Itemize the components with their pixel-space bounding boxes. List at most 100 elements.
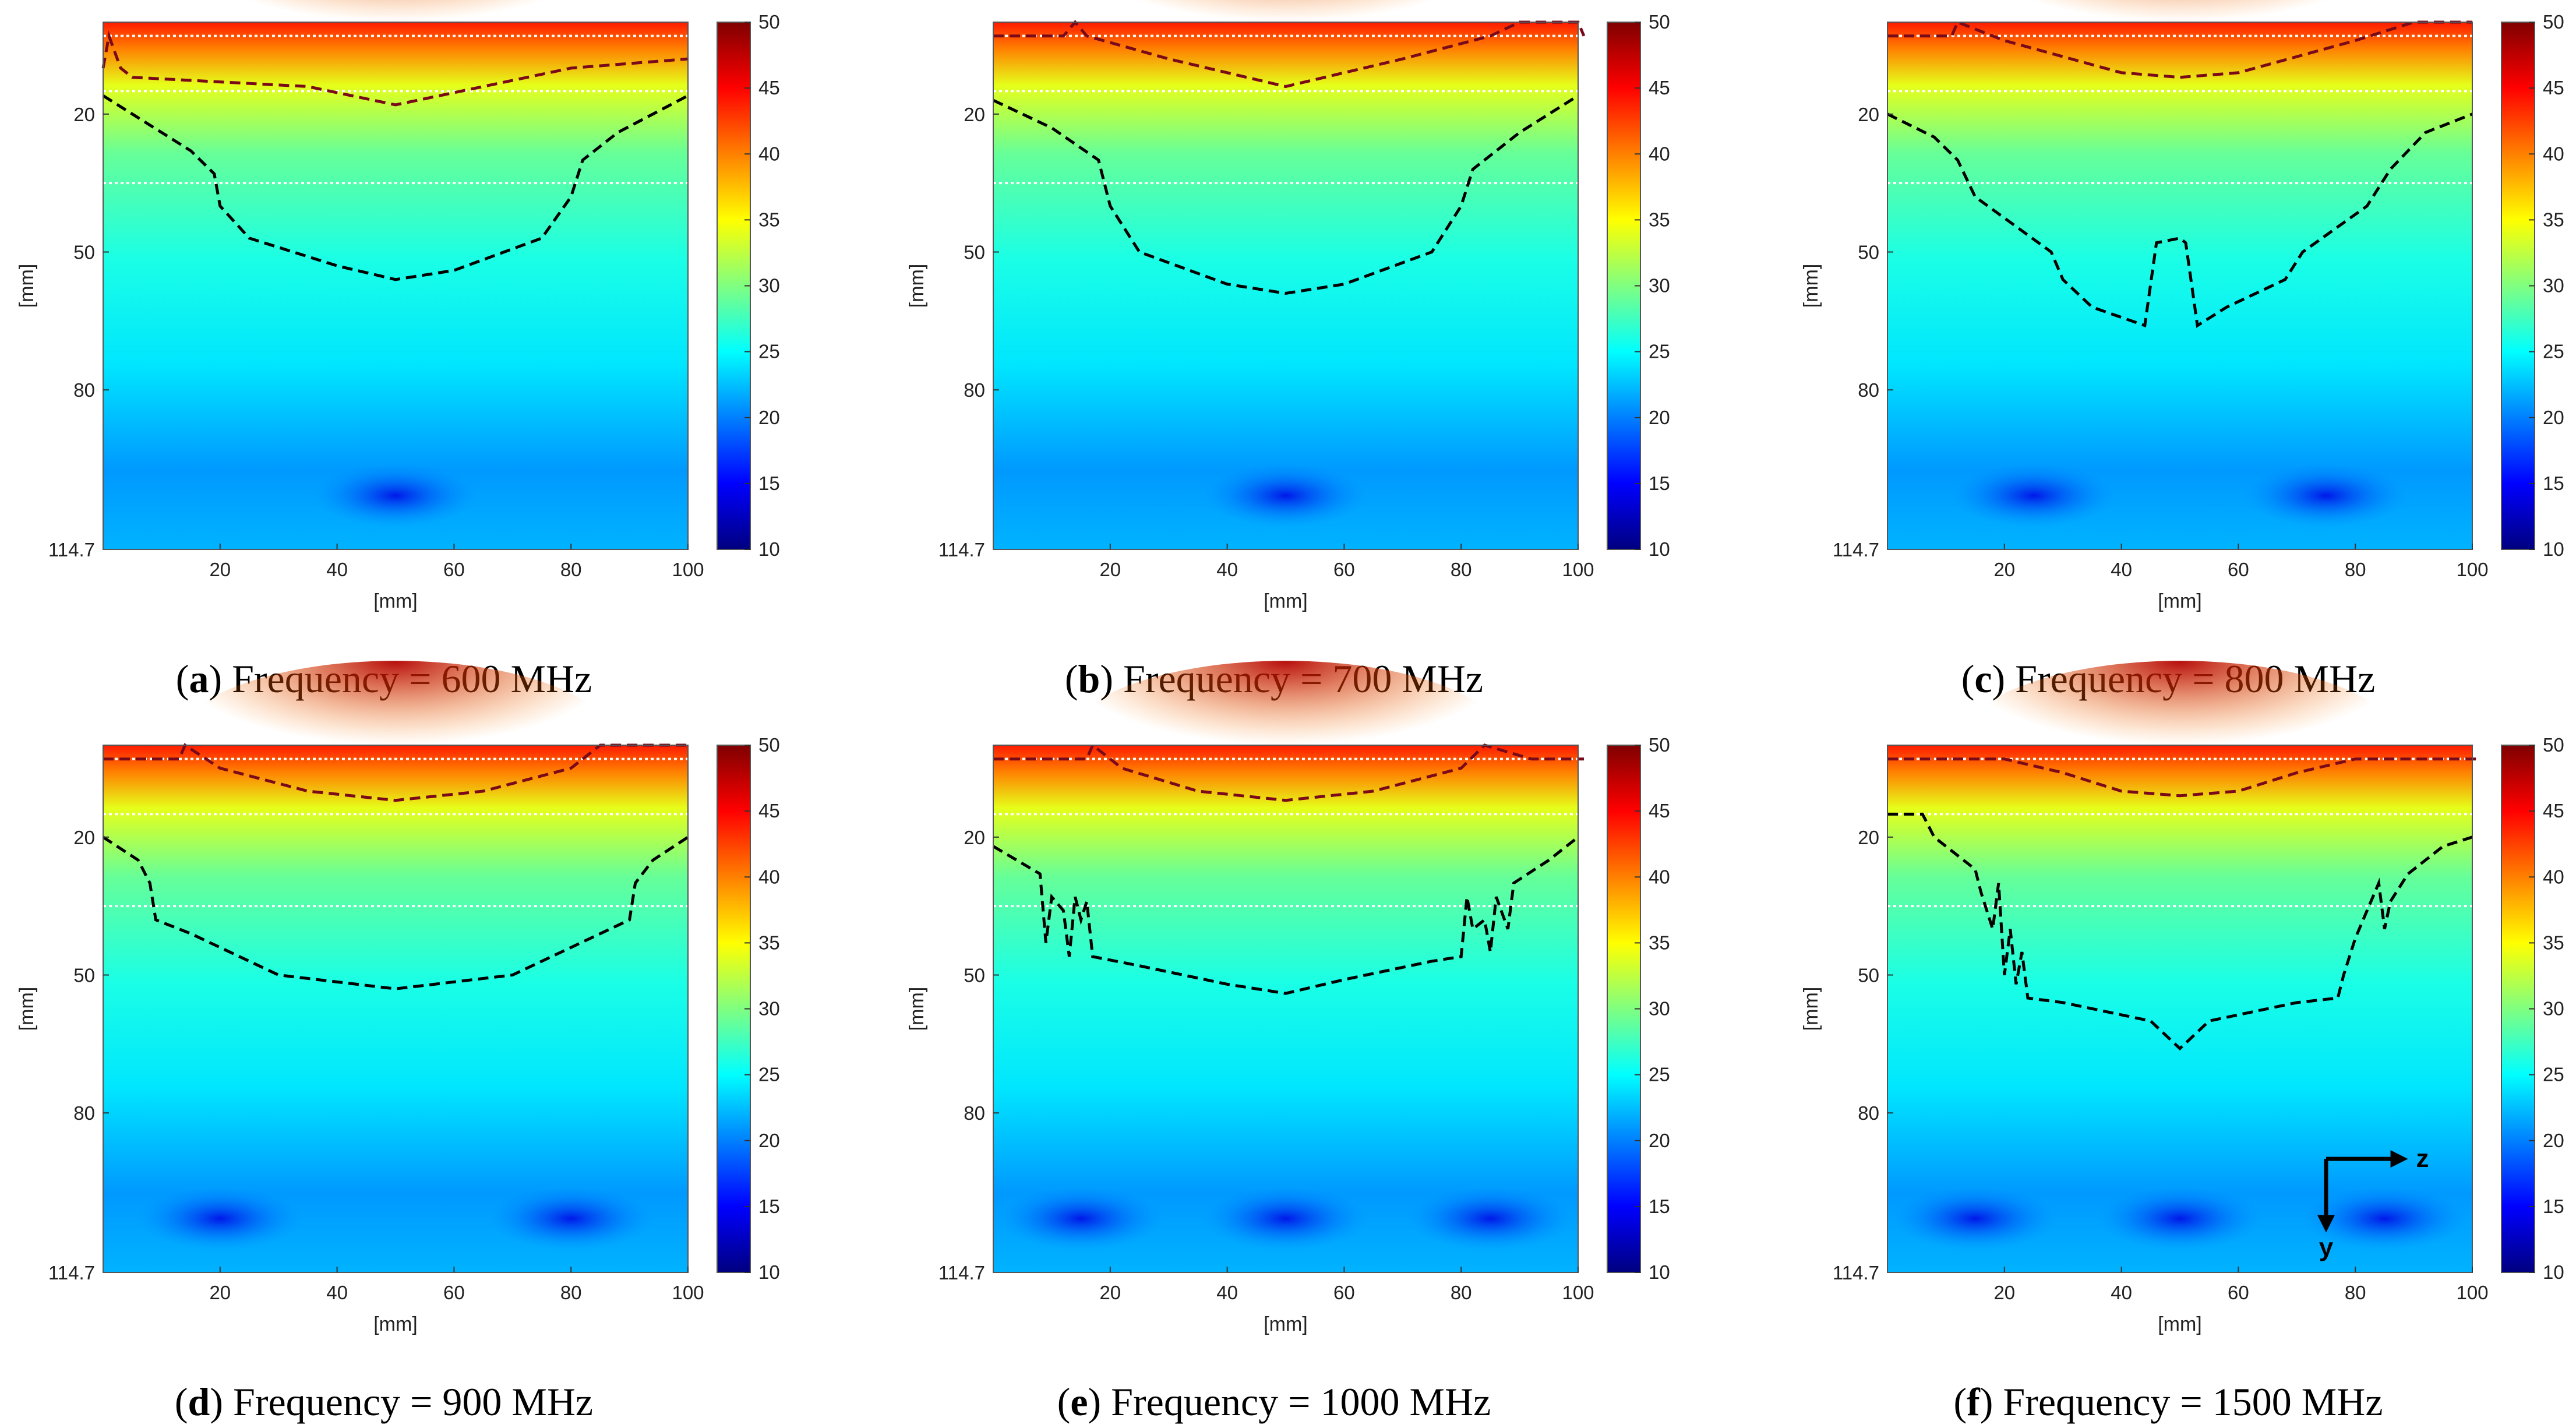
heatmap-background — [103, 745, 688, 1272]
y-axis-label: [mm] — [16, 987, 38, 1031]
z-arrow-label: z — [2416, 1144, 2429, 1173]
red-contour-line — [1887, 20, 2472, 79]
colorbar-tick-label: 50 — [758, 734, 780, 756]
red-contour-line — [993, 743, 1584, 802]
panel-c: 20 40 60 80 100 20 50 80 114.7 [mm] [mm] 10 15 20 25 30… — [1800, 0, 2564, 701]
x-axis-label: [mm] — [1264, 1313, 1308, 1335]
y-tick-label-max: 114.7 — [938, 1262, 985, 1284]
colorbar-tick-label: 10 — [2543, 1261, 2564, 1283]
axes-frame — [1887, 745, 2473, 1273]
y-tick-label: 80 — [1858, 1102, 1879, 1124]
colorbar-tick-label: 25 — [758, 341, 780, 362]
colorbar-tick-label: 35 — [758, 932, 780, 953]
y-tick-label: 50 — [1858, 242, 1879, 263]
x-tick-label: 80 — [2345, 559, 2366, 580]
red-contour-line — [101, 30, 689, 107]
y-tick-label: 50 — [964, 965, 985, 986]
x-tick-label: 40 — [2111, 1282, 2132, 1303]
axes-frame — [993, 22, 1579, 550]
y-tick-label-max: 114.7 — [1833, 1262, 1879, 1284]
black-contour-line — [992, 835, 1579, 995]
panel-caption: (d) Frequency = 900 MHz — [175, 1380, 593, 1424]
x-tick-label: 40 — [326, 1282, 348, 1303]
x-tick-label: 60 — [2228, 1282, 2249, 1303]
colorbar-tick-label: 15 — [2543, 473, 2564, 494]
x-tick-label: 100 — [2456, 559, 2488, 580]
y-tick-label: 20 — [73, 827, 95, 848]
colorbar-tick-label: 10 — [758, 538, 780, 560]
heatmap-background — [103, 22, 688, 549]
panel-caption: (f) Frequency = 1500 MHz — [1953, 1380, 2383, 1424]
colorbar-tick-label: 50 — [1649, 734, 1670, 756]
colorbar-tick-label: 25 — [1649, 341, 1670, 362]
y-arrow-head — [2317, 1215, 2335, 1233]
black-contour-line — [1887, 812, 2473, 1051]
x-tick-label: 100 — [1562, 559, 1594, 580]
colorbar-tick-label: 40 — [1649, 866, 1670, 887]
caption-letter: b — [1078, 657, 1100, 701]
heatmap-coldspot — [2098, 1187, 2262, 1250]
panel-a: 20 40 60 80 100 20 50 80 114.7 [mm] [mm] 10 15 20 25 30… — [16, 0, 780, 701]
colorbar-tick-label: 25 — [2543, 1064, 2564, 1085]
y-tick-label: 50 — [73, 242, 95, 263]
x-tick-label: 20 — [1993, 1282, 2015, 1303]
x-tick-label: 20 — [1099, 559, 1121, 580]
x-tick-label: 40 — [1216, 1282, 1238, 1303]
heatmap-hotspot — [173, 0, 618, 107]
colorbar-tick-label: 45 — [2543, 800, 2564, 821]
panel-e: 20 40 60 80 100 20 50 80 114.7 [mm] [mm] 10 15 20 25 30… — [906, 661, 1670, 1424]
colorbar-tick-label: 25 — [2543, 341, 2564, 362]
heatmap-background — [1887, 22, 2472, 549]
caption-open: ( — [1057, 1380, 1071, 1424]
caption-letter: e — [1070, 1380, 1088, 1424]
panel-f: 20 40 60 80 100 20 50 80 114.7 [mm] [mm] 10 15 20 25 30… — [1800, 661, 2564, 1424]
colorbar-tick-label: 30 — [1649, 998, 1670, 1020]
colorbar-tick-label: 35 — [2543, 209, 2564, 230]
colorbar-tick-label: 35 — [1649, 209, 1670, 230]
y-tick-label: 80 — [964, 379, 985, 401]
colorbar-tick-label: 20 — [1649, 407, 1670, 428]
heatmap-background — [993, 22, 1578, 549]
y-tick-label: 20 — [73, 104, 95, 125]
colorbar-tick-label: 30 — [758, 998, 780, 1020]
x-tick-label: 20 — [209, 1282, 231, 1303]
y-tick-label-max: 114.7 — [48, 539, 95, 560]
colorbar-tick-label: 10 — [758, 1261, 780, 1283]
colorbar-tick-label: 40 — [2543, 866, 2564, 887]
heatmap-coldspot — [1204, 464, 1368, 527]
colorbar-tick-label: 30 — [2543, 275, 2564, 297]
x-tick-label: 80 — [1451, 1282, 1472, 1303]
caption-open: ( — [1961, 657, 1975, 701]
x-axis-label: [mm] — [2158, 1313, 2202, 1335]
colorbar-tick-label: 50 — [758, 11, 780, 33]
x-tick-label: 100 — [2456, 1282, 2488, 1303]
y-tick-label: 80 — [964, 1102, 985, 1124]
x-tick-label: 100 — [672, 559, 704, 580]
heatmap-coldspot — [489, 1187, 653, 1250]
x-tick-label: 100 — [1562, 1282, 1594, 1303]
y-tick-label: 80 — [73, 379, 95, 401]
caption-text: ) Frequency = 900 MHz — [210, 1380, 593, 1424]
x-axis-label: [mm] — [1264, 590, 1308, 612]
y-tick-label: 20 — [964, 104, 985, 125]
colorbar-tick-label: 20 — [758, 1130, 780, 1151]
x-axis-label: [mm] — [373, 590, 418, 612]
x-axis-label: [mm] — [373, 1313, 418, 1335]
colorbar-tick-label: 20 — [2543, 1130, 2564, 1151]
colorbar-tick-label: 10 — [2543, 538, 2564, 560]
x-tick-label: 40 — [1216, 559, 1238, 580]
colorbar-tick-label: 15 — [758, 1196, 780, 1217]
heatmap-coldspot — [999, 1187, 1163, 1250]
colorbar-tick-label: 15 — [1649, 1196, 1670, 1217]
heatmap-coldspot — [1408, 1187, 1572, 1250]
x-tick-label: 80 — [560, 559, 582, 580]
axes-frame — [103, 22, 689, 550]
caption-letter: d — [188, 1380, 210, 1424]
caption-letter: a — [189, 657, 209, 701]
colorbar-tick-label: 50 — [2543, 734, 2564, 756]
heatmap-coldspot — [2302, 1187, 2466, 1250]
colorbar-tick-label: 45 — [758, 800, 780, 821]
x-tick-label: 100 — [672, 1282, 704, 1303]
heatmap-hotspot — [1063, 0, 1508, 107]
black-contour-line — [102, 835, 689, 990]
